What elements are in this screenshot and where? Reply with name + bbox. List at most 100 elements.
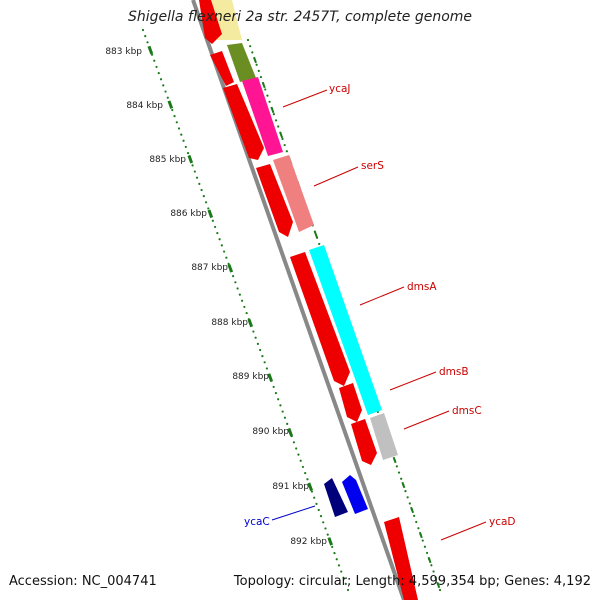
track-dot xyxy=(263,361,266,364)
track-dot xyxy=(408,502,411,505)
track-dot xyxy=(342,576,345,579)
track-dot xyxy=(171,108,174,112)
track-dot xyxy=(313,496,316,499)
track-dot xyxy=(297,453,300,456)
track-dot xyxy=(404,490,407,493)
track-dot xyxy=(310,490,314,493)
ruler-tick xyxy=(187,154,194,164)
track-dot xyxy=(202,195,205,198)
track-dot xyxy=(175,121,178,124)
ruler-label: 889 kbp xyxy=(232,372,269,382)
track-dot xyxy=(236,287,239,290)
track-dot xyxy=(259,348,262,352)
track-dot xyxy=(266,94,269,97)
ruler-tick xyxy=(327,537,333,546)
cog-track xyxy=(207,0,398,460)
track-dot xyxy=(264,88,267,91)
track-dot xyxy=(241,299,244,302)
cds-arrow xyxy=(199,0,222,44)
track-dot xyxy=(166,96,169,99)
track-dot xyxy=(274,391,278,395)
track-dot xyxy=(346,588,350,592)
cog-bar-grey xyxy=(370,413,398,460)
ruler-tick xyxy=(227,264,234,273)
track-dot xyxy=(281,410,284,413)
track-dot xyxy=(216,231,219,235)
track-dot xyxy=(430,564,433,567)
topology-text: Topology: circular; Length: 4,599,354 bp… xyxy=(233,574,591,589)
track-dot xyxy=(313,230,316,233)
track-dot xyxy=(292,441,296,444)
track-dot xyxy=(146,41,149,44)
gene-label-ycaD: ycaD xyxy=(489,516,516,528)
track-dot xyxy=(255,63,258,66)
track-dot xyxy=(162,84,165,87)
gene-label-dmsB: dmsB xyxy=(439,366,469,378)
track-dot xyxy=(150,53,154,56)
track-dot xyxy=(257,69,260,72)
track-dot xyxy=(159,78,163,81)
track-dot xyxy=(252,330,255,333)
cds-arrow xyxy=(256,164,293,237)
ruler-tick xyxy=(167,100,174,109)
track-dot xyxy=(177,127,181,130)
callout-line xyxy=(389,371,437,391)
track-dot xyxy=(397,471,401,474)
track-dot xyxy=(423,545,426,548)
track-dot xyxy=(406,496,409,499)
track-dot xyxy=(251,51,254,54)
gene-label-serS: serS xyxy=(361,160,384,172)
track-dot xyxy=(340,570,343,573)
track-dot xyxy=(234,281,237,284)
track-dot xyxy=(261,355,264,358)
cog-bar-olive xyxy=(227,43,256,82)
track-dot xyxy=(211,219,214,222)
callout-line xyxy=(313,166,359,187)
track-dot xyxy=(306,478,309,481)
track-dot xyxy=(285,150,288,153)
track-dot xyxy=(186,151,190,155)
track-dot xyxy=(265,367,269,370)
track-dot xyxy=(344,582,347,585)
track-dot xyxy=(277,398,280,401)
ruler-label: 884 kbp xyxy=(126,101,163,111)
track-dot xyxy=(204,201,208,204)
track-dot xyxy=(246,38,250,42)
cds-arrow xyxy=(384,517,418,600)
track-dot xyxy=(304,471,307,475)
callout-line xyxy=(403,410,450,430)
ruler-ticks xyxy=(147,45,441,589)
track-dot xyxy=(207,207,210,210)
track-dot xyxy=(198,182,201,185)
track-dot xyxy=(395,465,398,468)
track-dot xyxy=(272,385,275,389)
track-dot xyxy=(317,508,320,512)
ruler-tick xyxy=(147,45,154,55)
ruler-label: 888 kbp xyxy=(211,318,248,328)
cds-arrow xyxy=(324,478,348,517)
ruler-labels: 883 kbp 884 kbp 885 kbp 886 kbp 887 kbp … xyxy=(105,47,327,547)
track-dot xyxy=(200,188,203,192)
track-dot xyxy=(432,570,435,573)
track-dot xyxy=(254,336,257,339)
cds-arrow xyxy=(210,51,234,86)
track-dot xyxy=(253,57,256,60)
cog-bar-cyan xyxy=(309,245,382,415)
gene-label-dmsA: dmsA xyxy=(407,281,437,293)
track-dot xyxy=(144,35,147,38)
track-dot xyxy=(225,256,228,259)
callout-line xyxy=(359,286,405,306)
ruler-label: 886 kbp xyxy=(170,209,207,219)
cds-arrow xyxy=(351,419,377,465)
track-dot xyxy=(402,483,405,487)
ruler-tick xyxy=(267,373,274,382)
track-dot xyxy=(274,119,278,122)
callout-line xyxy=(440,521,487,541)
track-dot xyxy=(249,45,252,48)
track-dot xyxy=(425,551,429,555)
track-dot xyxy=(436,582,439,585)
track-dot xyxy=(281,137,284,140)
track-dot xyxy=(243,305,246,309)
track-dot xyxy=(326,533,329,536)
track-dot xyxy=(227,262,230,265)
